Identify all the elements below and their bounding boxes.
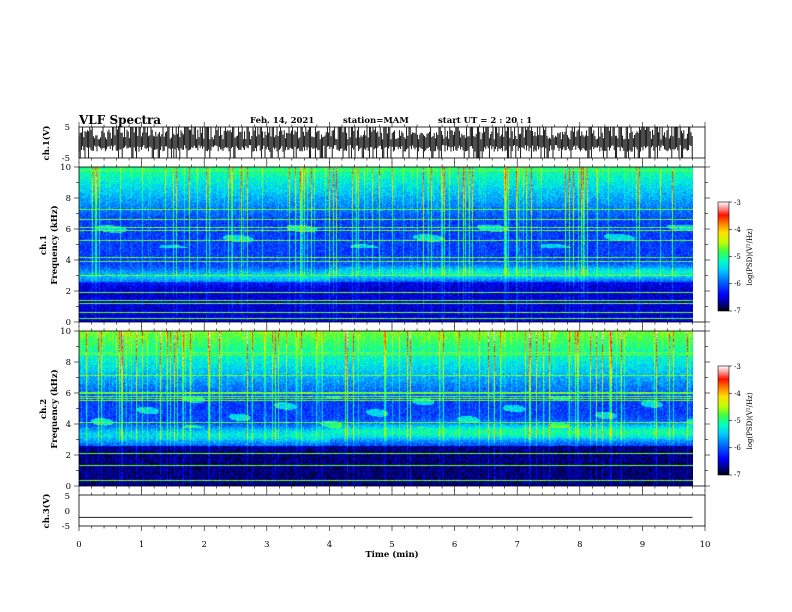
x-tick-label-4: 4 xyxy=(327,540,332,550)
x-tick-label-9: 9 xyxy=(640,540,645,550)
cb1-tick-minus7: -7 xyxy=(734,307,741,315)
cb1-tick-minus3: -3 xyxy=(734,199,741,207)
ch1-ytick-2: 2 xyxy=(66,287,71,297)
ch2-colorbar: -3 -4 -5 -6 -7 log(PSD)(V²/Hz) xyxy=(717,363,754,479)
cb1-tick-minus5: -5 xyxy=(734,253,741,261)
x-tick-label-1: 1 xyxy=(139,540,144,550)
ch1-spec-ylabel-line2: Frequency (kHz) xyxy=(49,205,60,284)
ch2-ytick-2: 2 xyxy=(66,451,71,461)
ch1-ytick-0: 0 xyxy=(66,318,71,328)
ch1-ytick-6: 6 xyxy=(66,225,71,235)
x-tick-label-2: 2 xyxy=(201,540,206,550)
start-time-label: start UT = 2 : 20 : 1 xyxy=(438,116,532,126)
x-tick-label-10: 10 xyxy=(700,540,711,550)
ch2-ytick-0: 0 xyxy=(66,482,71,492)
x-tick-label-5: 5 xyxy=(389,540,394,550)
ch1-ytick-4: 4 xyxy=(66,256,71,266)
ch3-waveform-panel: 5 0 -5 ch.3(V) xyxy=(41,490,706,532)
cb2-tick-minus7: -7 xyxy=(734,471,741,479)
ch3-ytick-0: 0 xyxy=(65,507,70,517)
ch2-spectrogram-image xyxy=(79,331,693,486)
ch2-spectrogram-panel: 0 2 4 6 8 10 ch.2 Frequency (kHz) xyxy=(39,326,710,492)
x-tick-label-7: 7 xyxy=(514,540,519,550)
cb1-tick-minus4: -4 xyxy=(734,226,741,234)
ch2-spec-ylabel-line2: Frequency (kHz) xyxy=(49,369,60,448)
cb2-tick-minus6: -6 xyxy=(734,444,741,452)
date-label: Feb. 14, 2021 xyxy=(250,116,314,126)
ch2-ytick-8: 8 xyxy=(66,358,71,368)
ch3-ytick-minus5: -5 xyxy=(62,522,70,532)
x-tick-labels: 0 1 2 3 4 5 6 7 8 9 10 xyxy=(76,540,710,550)
ch2-ytick-10: 10 xyxy=(60,327,71,337)
ch1-ytick-minus5: -5 xyxy=(62,154,70,164)
cb1-label: log(PSD)(V²/Hz) xyxy=(746,228,754,285)
cb2-tick-minus5: -5 xyxy=(734,417,741,425)
figure-title: VLF Spectra xyxy=(78,113,161,127)
x-tick-label-6: 6 xyxy=(452,540,457,550)
cb2-label: log(PSD)(V²/Hz) xyxy=(746,392,754,449)
ch1-ytick-10: 10 xyxy=(60,163,71,173)
x-tick-label-8: 8 xyxy=(577,540,582,550)
cb2-tick-minus3: -3 xyxy=(734,363,741,371)
ch2-ytick-6: 6 xyxy=(66,389,71,399)
ch2-spec-ylabel-line1: ch.2 xyxy=(39,399,49,419)
ch3-ytick-5: 5 xyxy=(65,492,70,502)
ch1-waveform-panel: 5 -5 ch.1(V) xyxy=(41,122,706,164)
ch1-waveform-ylabel: ch.1(V) xyxy=(41,126,52,161)
cb2-tick-minus4: -4 xyxy=(734,390,741,398)
station-label: station=MAM xyxy=(343,116,409,126)
ch1-spec-ylabel-line1: ch.1 xyxy=(39,235,49,255)
cb1-tick-minus6: -6 xyxy=(734,280,741,288)
ch2-ytick-4: 4 xyxy=(66,420,71,430)
x-axis-label: Time (min) xyxy=(365,549,418,560)
ch1-ytick-5: 5 xyxy=(65,123,70,133)
ch1-spectrogram-image xyxy=(79,167,693,322)
x-tick-label-0: 0 xyxy=(76,540,81,550)
ch1-spectrogram-panel: 0 2 4 6 8 10 ch.1 Frequency (kHz) xyxy=(39,162,710,328)
x-tick-label-3: 3 xyxy=(264,540,269,550)
ch1-ytick-8: 8 xyxy=(66,194,71,204)
ch1-colorbar: -3 -4 -5 -6 -7 log(PSD)(V²/Hz) xyxy=(717,199,754,315)
ch3-waveform-ylabel: ch.3(V) xyxy=(41,494,52,529)
